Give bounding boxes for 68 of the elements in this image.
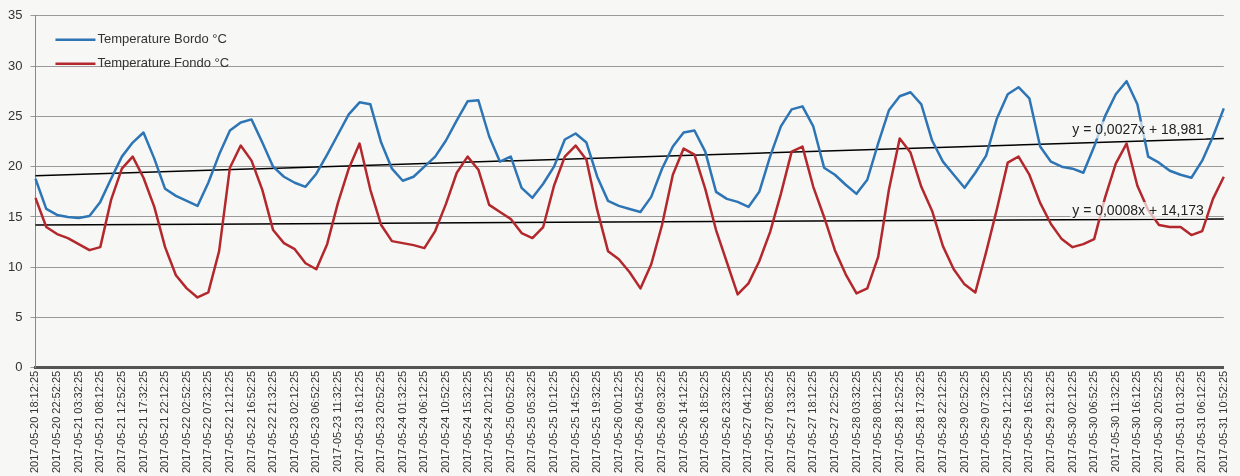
x-tick-label: 2017-05-29 21:32:25 bbox=[1043, 370, 1056, 474]
annotation: y = 0,0008x + 14,173 bbox=[1072, 201, 1204, 218]
y-tick-label: 5 bbox=[15, 309, 23, 325]
x-tick-label: 2017-05-24 10:52:25 bbox=[439, 370, 452, 474]
y-tick-label: 30 bbox=[7, 57, 23, 73]
x-tick-label: 2017-05-29 12:12:25 bbox=[1000, 370, 1013, 474]
x-tick-label: 2017-05-28 03:32:25 bbox=[849, 370, 862, 474]
x-tick-label: 2017-05-25 00:52:25 bbox=[503, 370, 516, 474]
x-tick-label: 2017-05-22 02:52:25 bbox=[179, 370, 192, 474]
x-tick-label: 2017-05-21 03:32:25 bbox=[71, 370, 84, 474]
x-tick-label: 2017-05-29 16:52:25 bbox=[1022, 370, 1035, 474]
x-tick-label: 2017-05-28 22:12:25 bbox=[935, 370, 948, 474]
x-tick-label: 2017-05-31 06:12:25 bbox=[1195, 370, 1208, 474]
y-tick-label: 35 bbox=[7, 7, 23, 23]
x-tick-label: 2017-05-25 14:52:25 bbox=[568, 370, 581, 474]
x-tick-label: 2017-05-22 21:32:25 bbox=[266, 370, 279, 474]
x-tick-label: 2017-05-31 01:32:25 bbox=[1173, 370, 1186, 474]
x-tick-label: 2017-05-24 20:12:25 bbox=[482, 370, 495, 474]
x-tick-label: 2017-05-27 18:12:25 bbox=[806, 370, 819, 474]
x-tick-label: 2017-05-23 20:52:25 bbox=[374, 370, 387, 474]
x-tick-label: 2017-05-20 18:12:25 bbox=[28, 370, 41, 474]
x-tick-label: 2017-05-26 14:12:25 bbox=[676, 370, 689, 474]
x-tick-label: 2017-05-26 23:32:25 bbox=[719, 370, 732, 474]
x-tick-label: 2017-05-27 22:52:25 bbox=[827, 370, 840, 474]
x-tick-label: 2017-05-21 12:52:25 bbox=[114, 370, 127, 474]
x-tick-label: 2017-05-28 12:52:25 bbox=[892, 370, 905, 474]
y-tick-label: 15 bbox=[7, 208, 23, 224]
x-tick-label: 2017-05-21 22:12:25 bbox=[158, 370, 171, 474]
x-tick-label: 2017-05-24 15:32:25 bbox=[460, 370, 473, 474]
x-tick-label: 2017-05-22 07:32:25 bbox=[201, 370, 214, 474]
x-tick-label: 2017-05-26 09:32:25 bbox=[655, 370, 668, 474]
x-tick-label: 2017-05-28 08:12:25 bbox=[871, 370, 884, 474]
x-tick-label: 2017-05-20 22:52:25 bbox=[50, 370, 63, 474]
x-tick-label: 2017-05-30 11:32:25 bbox=[1108, 370, 1121, 473]
x-tick-label: 2017-05-23 16:12:25 bbox=[352, 370, 365, 474]
x-tick-label: 2017-05-21 17:32:25 bbox=[136, 370, 149, 474]
x-tick-label: 2017-05-28 17:32:25 bbox=[914, 370, 927, 474]
x-tick-label: 2017-05-26 04:52:25 bbox=[633, 370, 646, 474]
x-tick-label: 2017-05-30 02:12:25 bbox=[1065, 370, 1078, 474]
x-tick-label: 2017-05-30 16:12:25 bbox=[1130, 370, 1143, 474]
y-tick-label: 25 bbox=[7, 107, 23, 123]
x-tick-label: 2017-05-30 20:52:25 bbox=[1152, 370, 1165, 474]
y-tick-label: 20 bbox=[7, 158, 23, 174]
y-tick-label: 0 bbox=[15, 359, 23, 375]
x-tick-label: 2017-05-21 08:12:25 bbox=[93, 370, 106, 474]
x-tick-label: 2017-05-27 13:32:25 bbox=[784, 370, 797, 474]
x-tick-label: 2017-05-22 12:12:25 bbox=[222, 370, 235, 474]
x-tick-label: 2017-05-31 10:52:25 bbox=[1216, 370, 1229, 474]
y-tick-label: 10 bbox=[7, 258, 23, 274]
x-tick-label: 2017-05-25 19:32:25 bbox=[590, 370, 603, 474]
x-tick-label: 2017-05-29 02:52:25 bbox=[957, 370, 970, 474]
annotation: y = 0,0027x + 18,981 bbox=[1072, 121, 1204, 138]
x-tick-label: 2017-05-23 11:32:25 bbox=[330, 370, 343, 473]
x-tick-label: 2017-05-27 08:52:25 bbox=[763, 370, 776, 474]
x-tick-label: 2017-05-30 06:52:25 bbox=[1087, 370, 1100, 474]
x-tick-label: 2017-05-24 01:32:25 bbox=[395, 370, 408, 474]
x-tick-label: 2017-05-26 18:52:25 bbox=[698, 370, 711, 474]
x-tick-label: 2017-05-29 07:32:25 bbox=[979, 370, 992, 474]
x-tick-label: 2017-05-25 10:12:25 bbox=[547, 370, 560, 474]
x-tick-label: 2017-05-26 00:12:25 bbox=[611, 370, 624, 474]
x-tick-label: 2017-05-23 02:12:25 bbox=[287, 370, 300, 474]
x-tick-label: 2017-05-25 05:32:25 bbox=[525, 370, 538, 474]
legend-label: Temperature Fondo °C bbox=[97, 55, 230, 71]
legend-label: Temperature Bordo °C bbox=[97, 31, 227, 47]
x-tick-label: 2017-05-22 16:52:25 bbox=[244, 370, 257, 474]
x-tick-label: 2017-05-24 06:12:25 bbox=[417, 370, 430, 474]
x-tick-label: 2017-05-27 04:12:25 bbox=[741, 370, 754, 474]
x-tick-label: 2017-05-23 06:52:25 bbox=[309, 370, 322, 474]
